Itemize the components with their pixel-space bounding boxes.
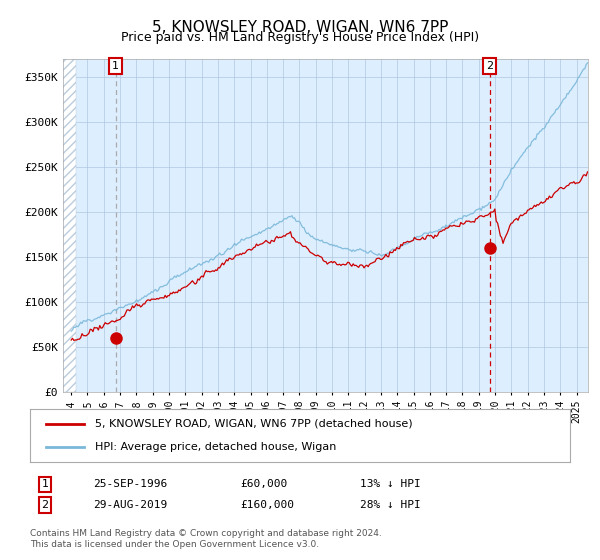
Polygon shape <box>63 59 76 392</box>
Text: 5, KNOWSLEY ROAD, WIGAN, WN6 7PP (detached house): 5, KNOWSLEY ROAD, WIGAN, WN6 7PP (detach… <box>95 419 412 429</box>
Text: 1: 1 <box>41 479 49 489</box>
Text: £60,000: £60,000 <box>240 479 287 489</box>
Text: 1: 1 <box>112 61 119 71</box>
Text: 2: 2 <box>486 61 493 71</box>
Text: 2: 2 <box>41 500 49 510</box>
Text: 5, KNOWSLEY ROAD, WIGAN, WN6 7PP: 5, KNOWSLEY ROAD, WIGAN, WN6 7PP <box>152 20 448 35</box>
Text: Contains HM Land Registry data © Crown copyright and database right 2024.
This d: Contains HM Land Registry data © Crown c… <box>30 529 382 549</box>
Text: 29-AUG-2019: 29-AUG-2019 <box>93 500 167 510</box>
Text: Price paid vs. HM Land Registry's House Price Index (HPI): Price paid vs. HM Land Registry's House … <box>121 31 479 44</box>
Text: £160,000: £160,000 <box>240 500 294 510</box>
Text: HPI: Average price, detached house, Wigan: HPI: Average price, detached house, Wiga… <box>95 442 336 452</box>
Text: 13% ↓ HPI: 13% ↓ HPI <box>360 479 421 489</box>
Text: 25-SEP-1996: 25-SEP-1996 <box>93 479 167 489</box>
Text: 28% ↓ HPI: 28% ↓ HPI <box>360 500 421 510</box>
